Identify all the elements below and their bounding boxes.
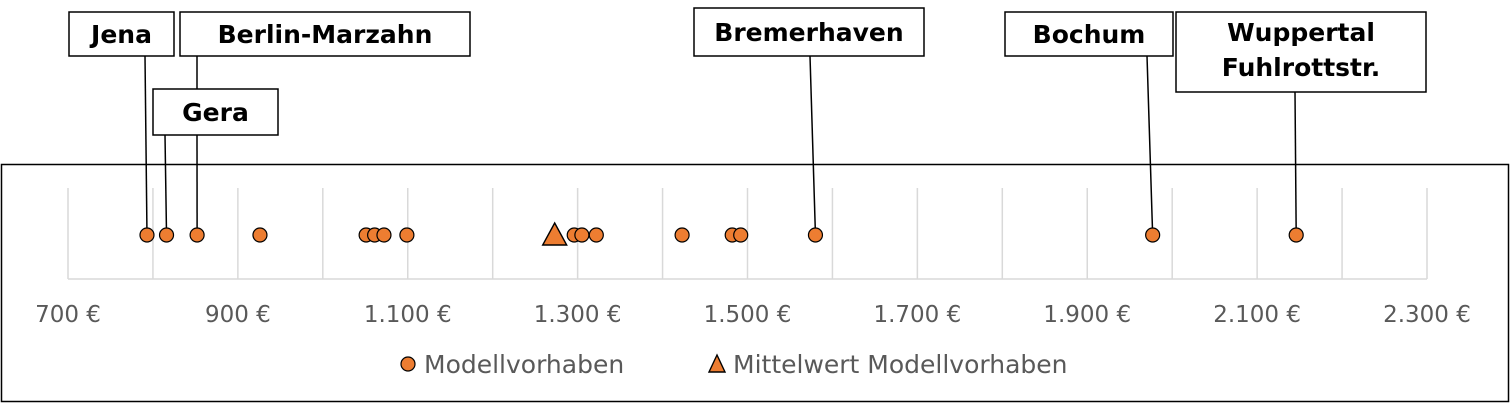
annotation-leader [809, 55, 817, 236]
data-point [252, 227, 268, 243]
x-tick-label: 2.300 € [1383, 302, 1471, 328]
annotation-label: Jena [89, 20, 152, 49]
x-tick-label: 1.100 € [364, 302, 452, 328]
data-point [674, 227, 690, 243]
data-point [1288, 227, 1304, 243]
data-point [158, 227, 175, 243]
x-tick-label: 1.500 € [704, 302, 792, 328]
data-point [574, 227, 590, 243]
data-point [588, 227, 604, 243]
legend-label: Modellvorhaben [424, 350, 624, 379]
annotation-box [1175, 11, 1427, 93]
data-point [399, 227, 415, 243]
annotation-leader [1294, 91, 1297, 236]
x-tick-label: 1.700 € [873, 302, 961, 328]
annotation-box [1004, 11, 1174, 57]
x-tick-label: 1.900 € [1043, 302, 1131, 328]
mean-marker [541, 221, 568, 246]
annotation-label: Gera [182, 98, 249, 127]
data-point [139, 227, 155, 243]
legend: Modellvorhaben Mittelwert Modellvorhaben [400, 350, 1068, 379]
annotation-box [693, 7, 925, 57]
gridlines [67, 188, 1428, 280]
annotation-box [152, 88, 279, 136]
annotation-box [68, 11, 175, 57]
x-tick-label: 2.100 € [1213, 302, 1301, 328]
data-point [189, 227, 205, 243]
data-point [807, 227, 824, 243]
annotations: Jena Gera Berlin-Marzahn Bremerhaven Bochum W… [68, 7, 1427, 136]
annotation-label: Bochum [1033, 20, 1146, 49]
x-tick-label: 1.300 € [534, 302, 622, 328]
data-points [139, 221, 1304, 246]
annotation-label: Berlin-Marzahn [218, 20, 433, 49]
data-point [1145, 227, 1161, 243]
data-point [376, 227, 392, 243]
annotation-label: Bremerhaven [714, 18, 903, 47]
annotation-leader [1146, 55, 1154, 236]
annotation-leader [164, 134, 168, 236]
annotation-leader [144, 55, 148, 236]
legend-circle-icon [400, 356, 416, 372]
annotation-leaders [144, 55, 1297, 236]
x-tick-labels: 700 € 900 € 1.100 € 1.300 € 1.500 € 1.700 € 1.… [35, 302, 1471, 328]
data-point [733, 227, 749, 243]
annotation-box [179, 11, 471, 57]
legend-triangle-icon [707, 353, 727, 373]
x-tick-label: 900 € [205, 302, 271, 328]
x-tick-label: 700 € [35, 302, 101, 328]
legend-label: Mittelwert Modellvorhaben [733, 350, 1068, 379]
annotation-label: Wuppertal Fuhlrottstr. [1222, 18, 1381, 82]
